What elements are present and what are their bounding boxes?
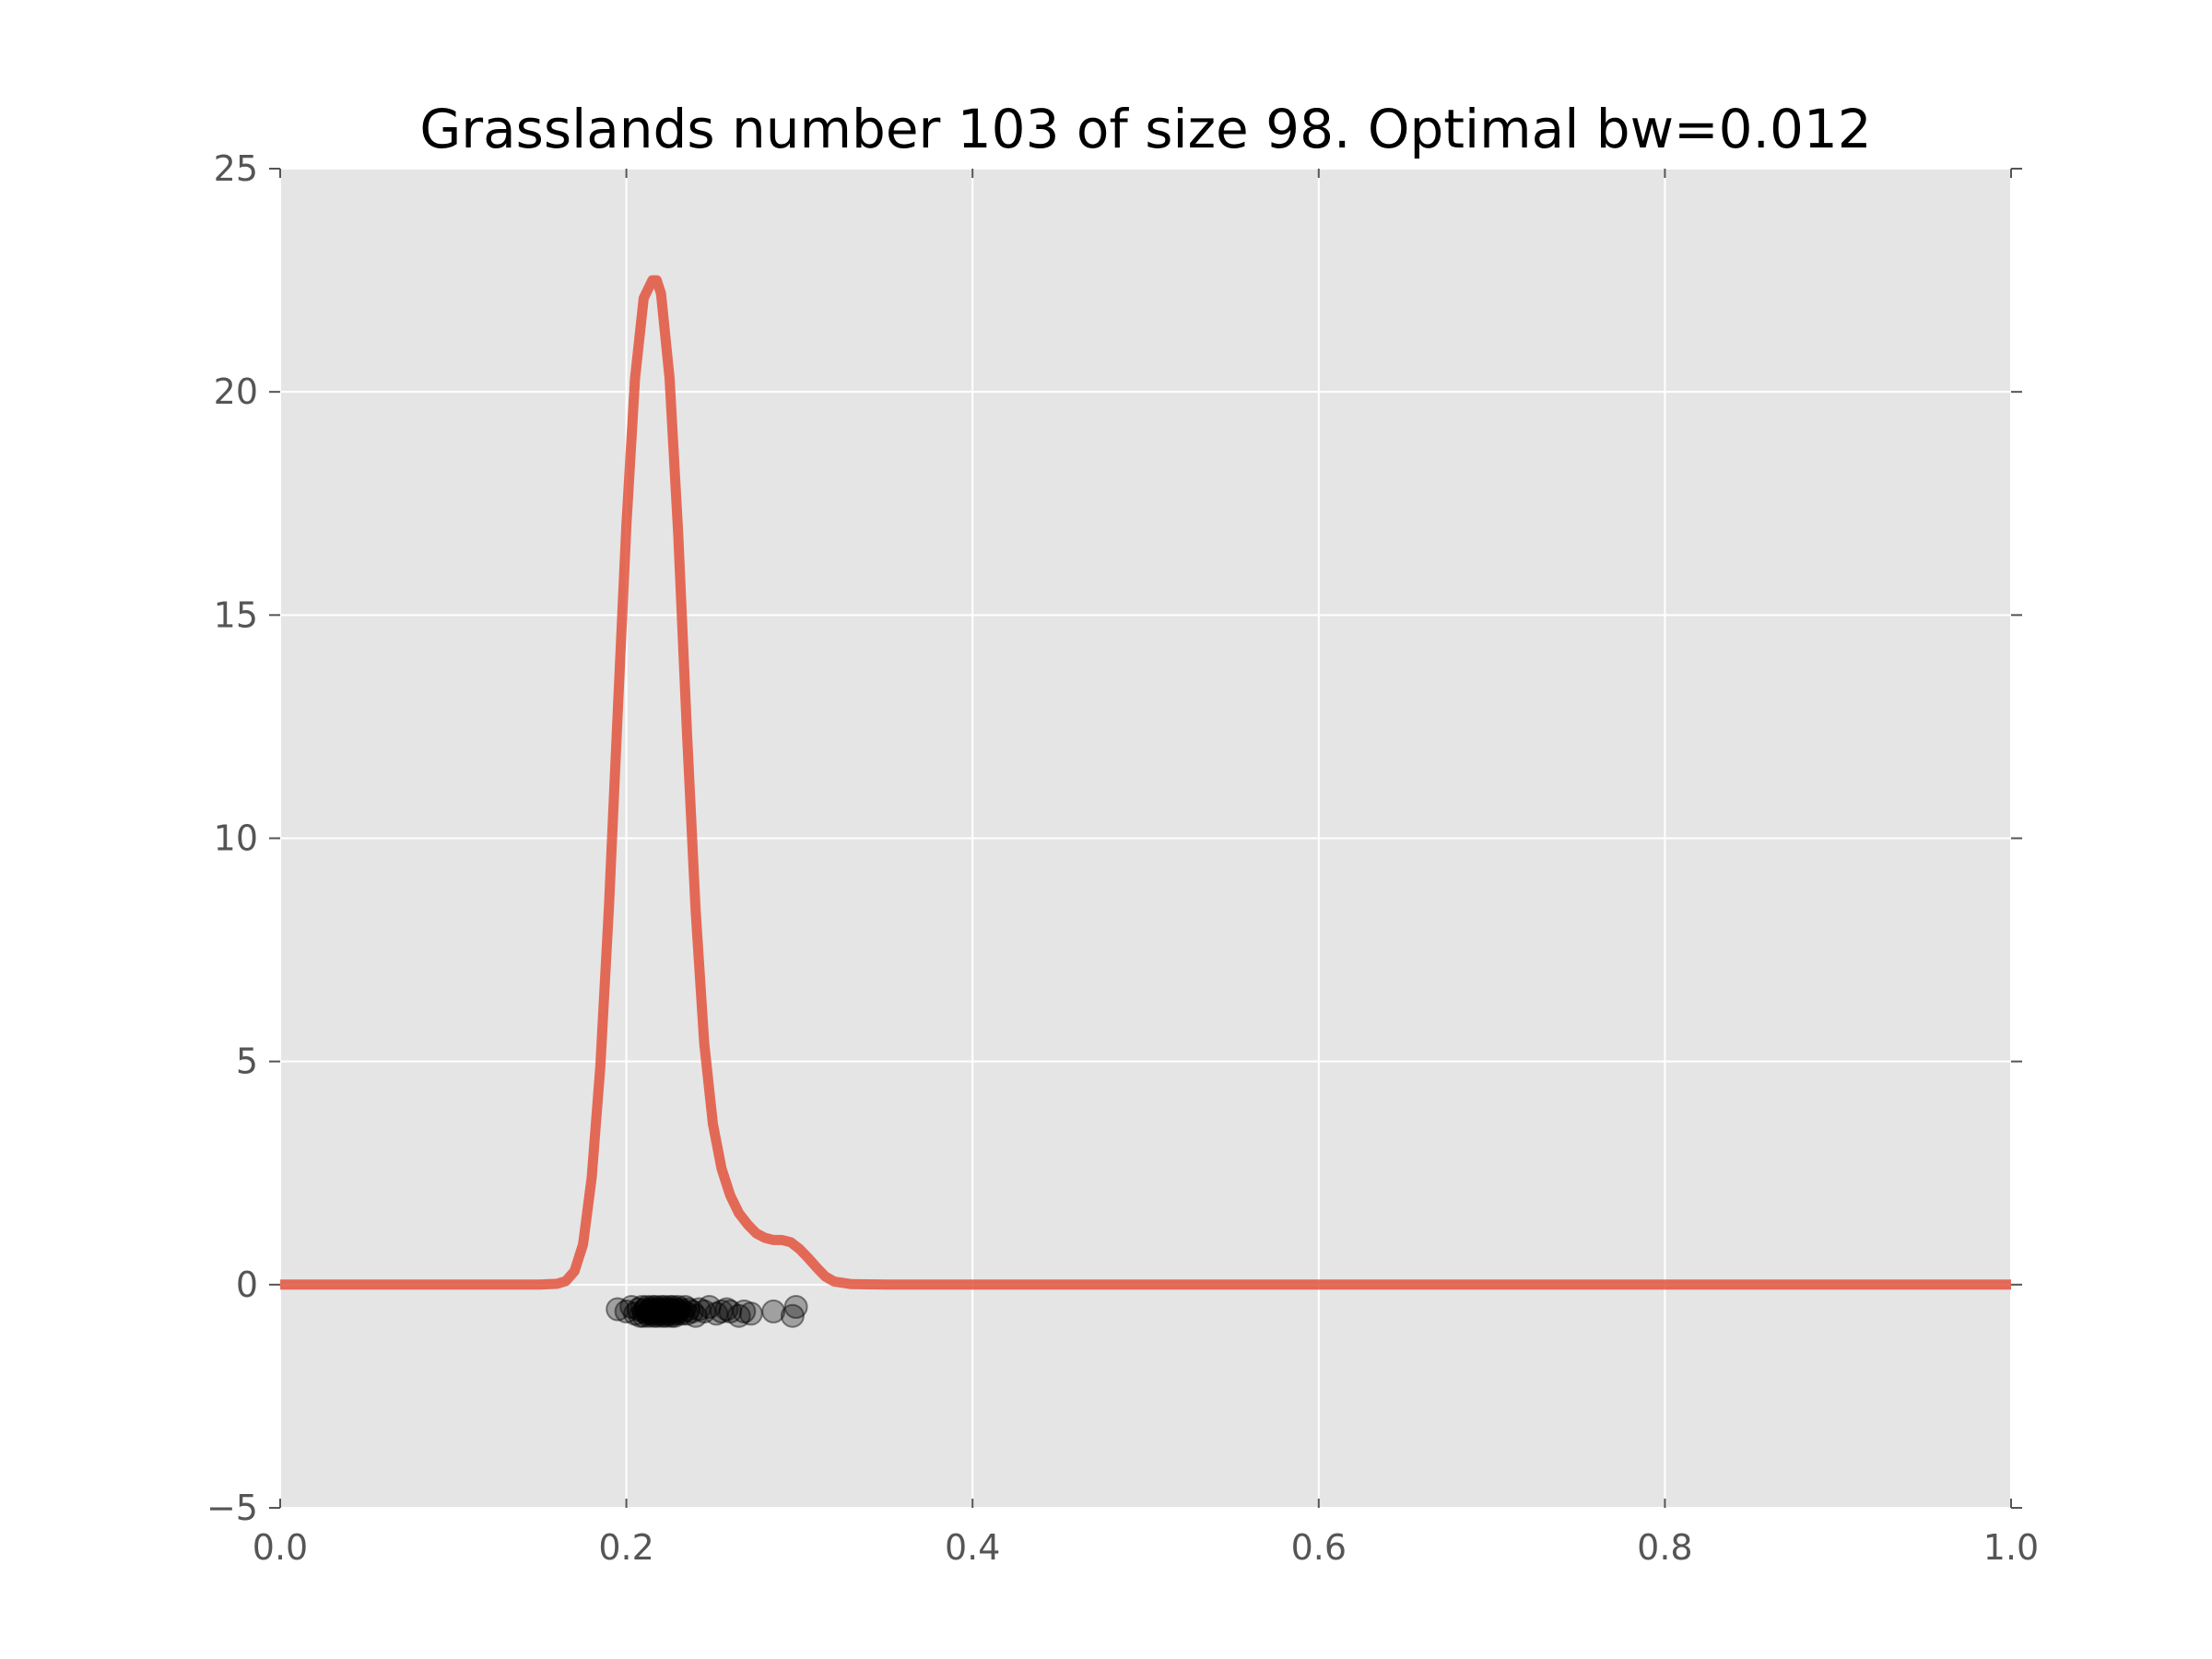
data-point bbox=[647, 1301, 672, 1326]
data-point bbox=[635, 1301, 660, 1326]
data-point bbox=[638, 1297, 663, 1322]
data-point bbox=[653, 1303, 678, 1328]
data-point bbox=[637, 1303, 661, 1328]
data-point bbox=[665, 1301, 689, 1326]
data-point bbox=[631, 1299, 656, 1324]
data-point bbox=[652, 1295, 677, 1319]
data-point bbox=[635, 1295, 660, 1319]
data-point bbox=[626, 1297, 651, 1322]
data-point bbox=[623, 1301, 647, 1326]
axis-ticks: 0.0 0.2 0.4 0.6 0.8 1.0 −5 0 5 10 15 20 25 bbox=[206, 148, 2039, 1568]
data-point bbox=[663, 1299, 688, 1324]
data-point bbox=[641, 1303, 666, 1328]
data-point bbox=[645, 1299, 670, 1324]
data-point bbox=[665, 1299, 690, 1324]
data-point bbox=[619, 1295, 644, 1319]
data-point bbox=[780, 1303, 805, 1328]
x-tick-label: 0.8 bbox=[1637, 1527, 1692, 1568]
data-point bbox=[651, 1303, 675, 1328]
data-point bbox=[657, 1299, 682, 1324]
y-tick-label: 10 bbox=[214, 818, 258, 859]
x-tick-label: 0.0 bbox=[253, 1527, 308, 1568]
data-point bbox=[687, 1297, 712, 1322]
y-tick-label: −5 bbox=[206, 1488, 258, 1528]
data-point bbox=[633, 1297, 658, 1322]
data-point bbox=[655, 1301, 680, 1326]
data-point bbox=[704, 1301, 729, 1326]
data-point bbox=[614, 1299, 639, 1324]
data-point bbox=[718, 1299, 743, 1324]
data-point bbox=[659, 1297, 684, 1322]
y-tick-label: 0 bbox=[236, 1265, 258, 1305]
chart-title: Grasslands number 103 of size 98. Optima… bbox=[419, 98, 1871, 160]
data-point bbox=[652, 1301, 677, 1326]
data-point bbox=[726, 1303, 751, 1328]
x-tick-label: 0.4 bbox=[945, 1527, 1000, 1568]
data-point bbox=[655, 1297, 680, 1322]
data-point bbox=[649, 1295, 674, 1319]
data-point bbox=[651, 1297, 675, 1322]
data-point bbox=[643, 1301, 668, 1326]
data-point bbox=[667, 1297, 692, 1322]
data-point bbox=[675, 1301, 700, 1326]
data-point bbox=[661, 1295, 686, 1319]
y-tick-label: 20 bbox=[214, 371, 258, 412]
data-point bbox=[640, 1299, 665, 1324]
data-point bbox=[738, 1301, 763, 1326]
data-point bbox=[761, 1299, 786, 1324]
data-point bbox=[663, 1303, 688, 1328]
data-point bbox=[683, 1303, 708, 1328]
data-point bbox=[641, 1297, 666, 1322]
y-tick-label: 5 bbox=[236, 1041, 258, 1082]
data-point bbox=[629, 1295, 654, 1319]
data-point bbox=[665, 1297, 689, 1322]
data-point bbox=[659, 1303, 684, 1328]
data-point bbox=[649, 1299, 674, 1324]
data-point bbox=[669, 1301, 694, 1326]
data-point bbox=[647, 1297, 672, 1322]
y-tick-label: 15 bbox=[214, 594, 258, 635]
data-point bbox=[631, 1303, 656, 1328]
data-point bbox=[783, 1295, 808, 1319]
data-point bbox=[709, 1299, 734, 1324]
density-line bbox=[280, 275, 2011, 1290]
data-point bbox=[637, 1299, 661, 1324]
data-point bbox=[643, 1295, 668, 1319]
data-point bbox=[638, 1301, 663, 1326]
data-point bbox=[606, 1297, 630, 1322]
data-point bbox=[645, 1303, 670, 1328]
y-tick-label: 25 bbox=[214, 148, 258, 189]
x-tick-label: 1.0 bbox=[1983, 1527, 2039, 1568]
data-point bbox=[697, 1295, 722, 1319]
data-point bbox=[677, 1297, 701, 1322]
data-point bbox=[714, 1297, 739, 1322]
data-point bbox=[732, 1299, 757, 1324]
data-point bbox=[653, 1299, 678, 1324]
data-point bbox=[665, 1295, 690, 1319]
data-point bbox=[680, 1299, 704, 1324]
x-tick-label: 0.6 bbox=[1291, 1527, 1347, 1568]
x-tick-label: 0.2 bbox=[598, 1527, 653, 1568]
data-point bbox=[671, 1299, 696, 1324]
data-point bbox=[628, 1303, 653, 1328]
data-point bbox=[692, 1299, 717, 1324]
data-point bbox=[661, 1301, 686, 1326]
data-point bbox=[673, 1295, 698, 1319]
series-layer bbox=[280, 275, 2011, 1328]
data-point bbox=[640, 1295, 665, 1319]
data-point bbox=[657, 1295, 682, 1319]
